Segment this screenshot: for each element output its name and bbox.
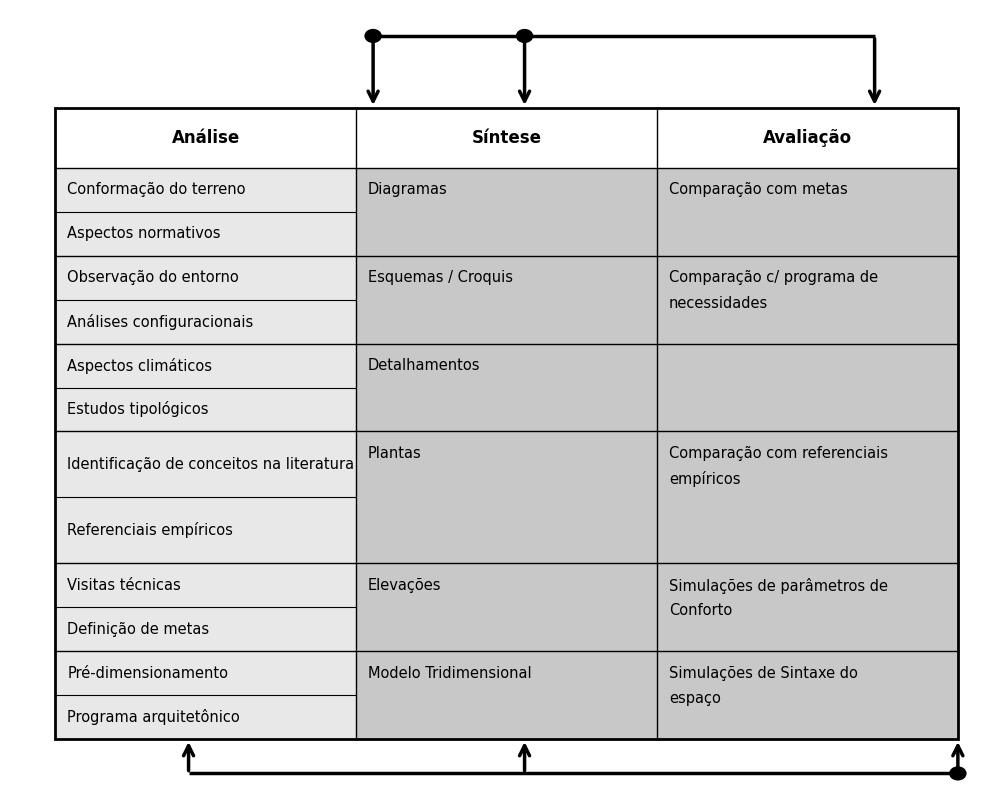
Text: Diagramas: Diagramas xyxy=(368,182,448,197)
Bar xyxy=(55,431,356,563)
Bar xyxy=(356,168,656,256)
Bar xyxy=(356,431,656,563)
Text: empíricos: empíricos xyxy=(668,471,739,487)
Circle shape xyxy=(949,767,965,780)
Text: Identificação de conceitos na literatura: Identificação de conceitos na literatura xyxy=(67,457,354,472)
Bar xyxy=(656,651,957,739)
Bar xyxy=(55,108,957,739)
Bar xyxy=(656,108,957,168)
Text: Síntese: Síntese xyxy=(471,129,541,147)
Bar xyxy=(656,563,957,651)
Text: Definição de metas: Definição de metas xyxy=(67,622,209,637)
Text: Simulações de Sintaxe do: Simulações de Sintaxe do xyxy=(668,666,857,681)
Text: Comparação com metas: Comparação com metas xyxy=(668,182,847,197)
Text: Conformação do terreno: Conformação do terreno xyxy=(67,182,245,197)
Bar xyxy=(356,563,656,651)
Bar xyxy=(356,256,656,344)
Bar xyxy=(55,651,356,739)
Text: Estudos tipológicos: Estudos tipológicos xyxy=(67,401,208,418)
Bar xyxy=(656,168,957,256)
Text: Observação do entorno: Observação do entorno xyxy=(67,270,238,285)
Text: Referenciais empíricos: Referenciais empíricos xyxy=(67,523,232,539)
Bar xyxy=(55,256,356,344)
Circle shape xyxy=(365,30,381,42)
Circle shape xyxy=(516,30,532,42)
Bar xyxy=(55,563,356,651)
Text: Elevações: Elevações xyxy=(368,578,441,593)
Bar xyxy=(55,168,356,256)
Bar xyxy=(656,344,957,431)
Text: Comparação c/ programa de: Comparação c/ programa de xyxy=(668,270,877,285)
Text: Comparação com referenciais: Comparação com referenciais xyxy=(668,446,887,461)
Text: Análises configuracionais: Análises configuracionais xyxy=(67,313,254,330)
Text: Conforto: Conforto xyxy=(668,603,731,618)
Bar xyxy=(356,651,656,739)
Text: espaço: espaço xyxy=(668,691,720,706)
Text: Pré-dimensionamento: Pré-dimensionamento xyxy=(67,666,228,681)
Text: Simulações de parâmetros de: Simulações de parâmetros de xyxy=(668,578,887,594)
Text: Aspectos normativos: Aspectos normativos xyxy=(67,226,220,241)
Bar xyxy=(55,108,356,168)
Text: Avaliação: Avaliação xyxy=(763,129,851,147)
Bar xyxy=(656,256,957,344)
Text: Plantas: Plantas xyxy=(368,446,422,461)
Bar xyxy=(55,344,356,431)
Text: Programa arquitetônico: Programa arquitetônico xyxy=(67,709,239,725)
Text: Visitas técnicas: Visitas técnicas xyxy=(67,578,180,593)
Text: Detalhamentos: Detalhamentos xyxy=(368,358,480,373)
Bar xyxy=(356,108,656,168)
Bar xyxy=(656,431,957,563)
Text: Esquemas / Croquis: Esquemas / Croquis xyxy=(368,270,513,285)
Text: Aspectos climáticos: Aspectos climáticos xyxy=(67,357,212,374)
Bar xyxy=(356,344,656,431)
Text: Modelo Tridimensional: Modelo Tridimensional xyxy=(368,666,531,681)
Text: necessidades: necessidades xyxy=(668,296,768,311)
Text: Análise: Análise xyxy=(171,129,239,147)
